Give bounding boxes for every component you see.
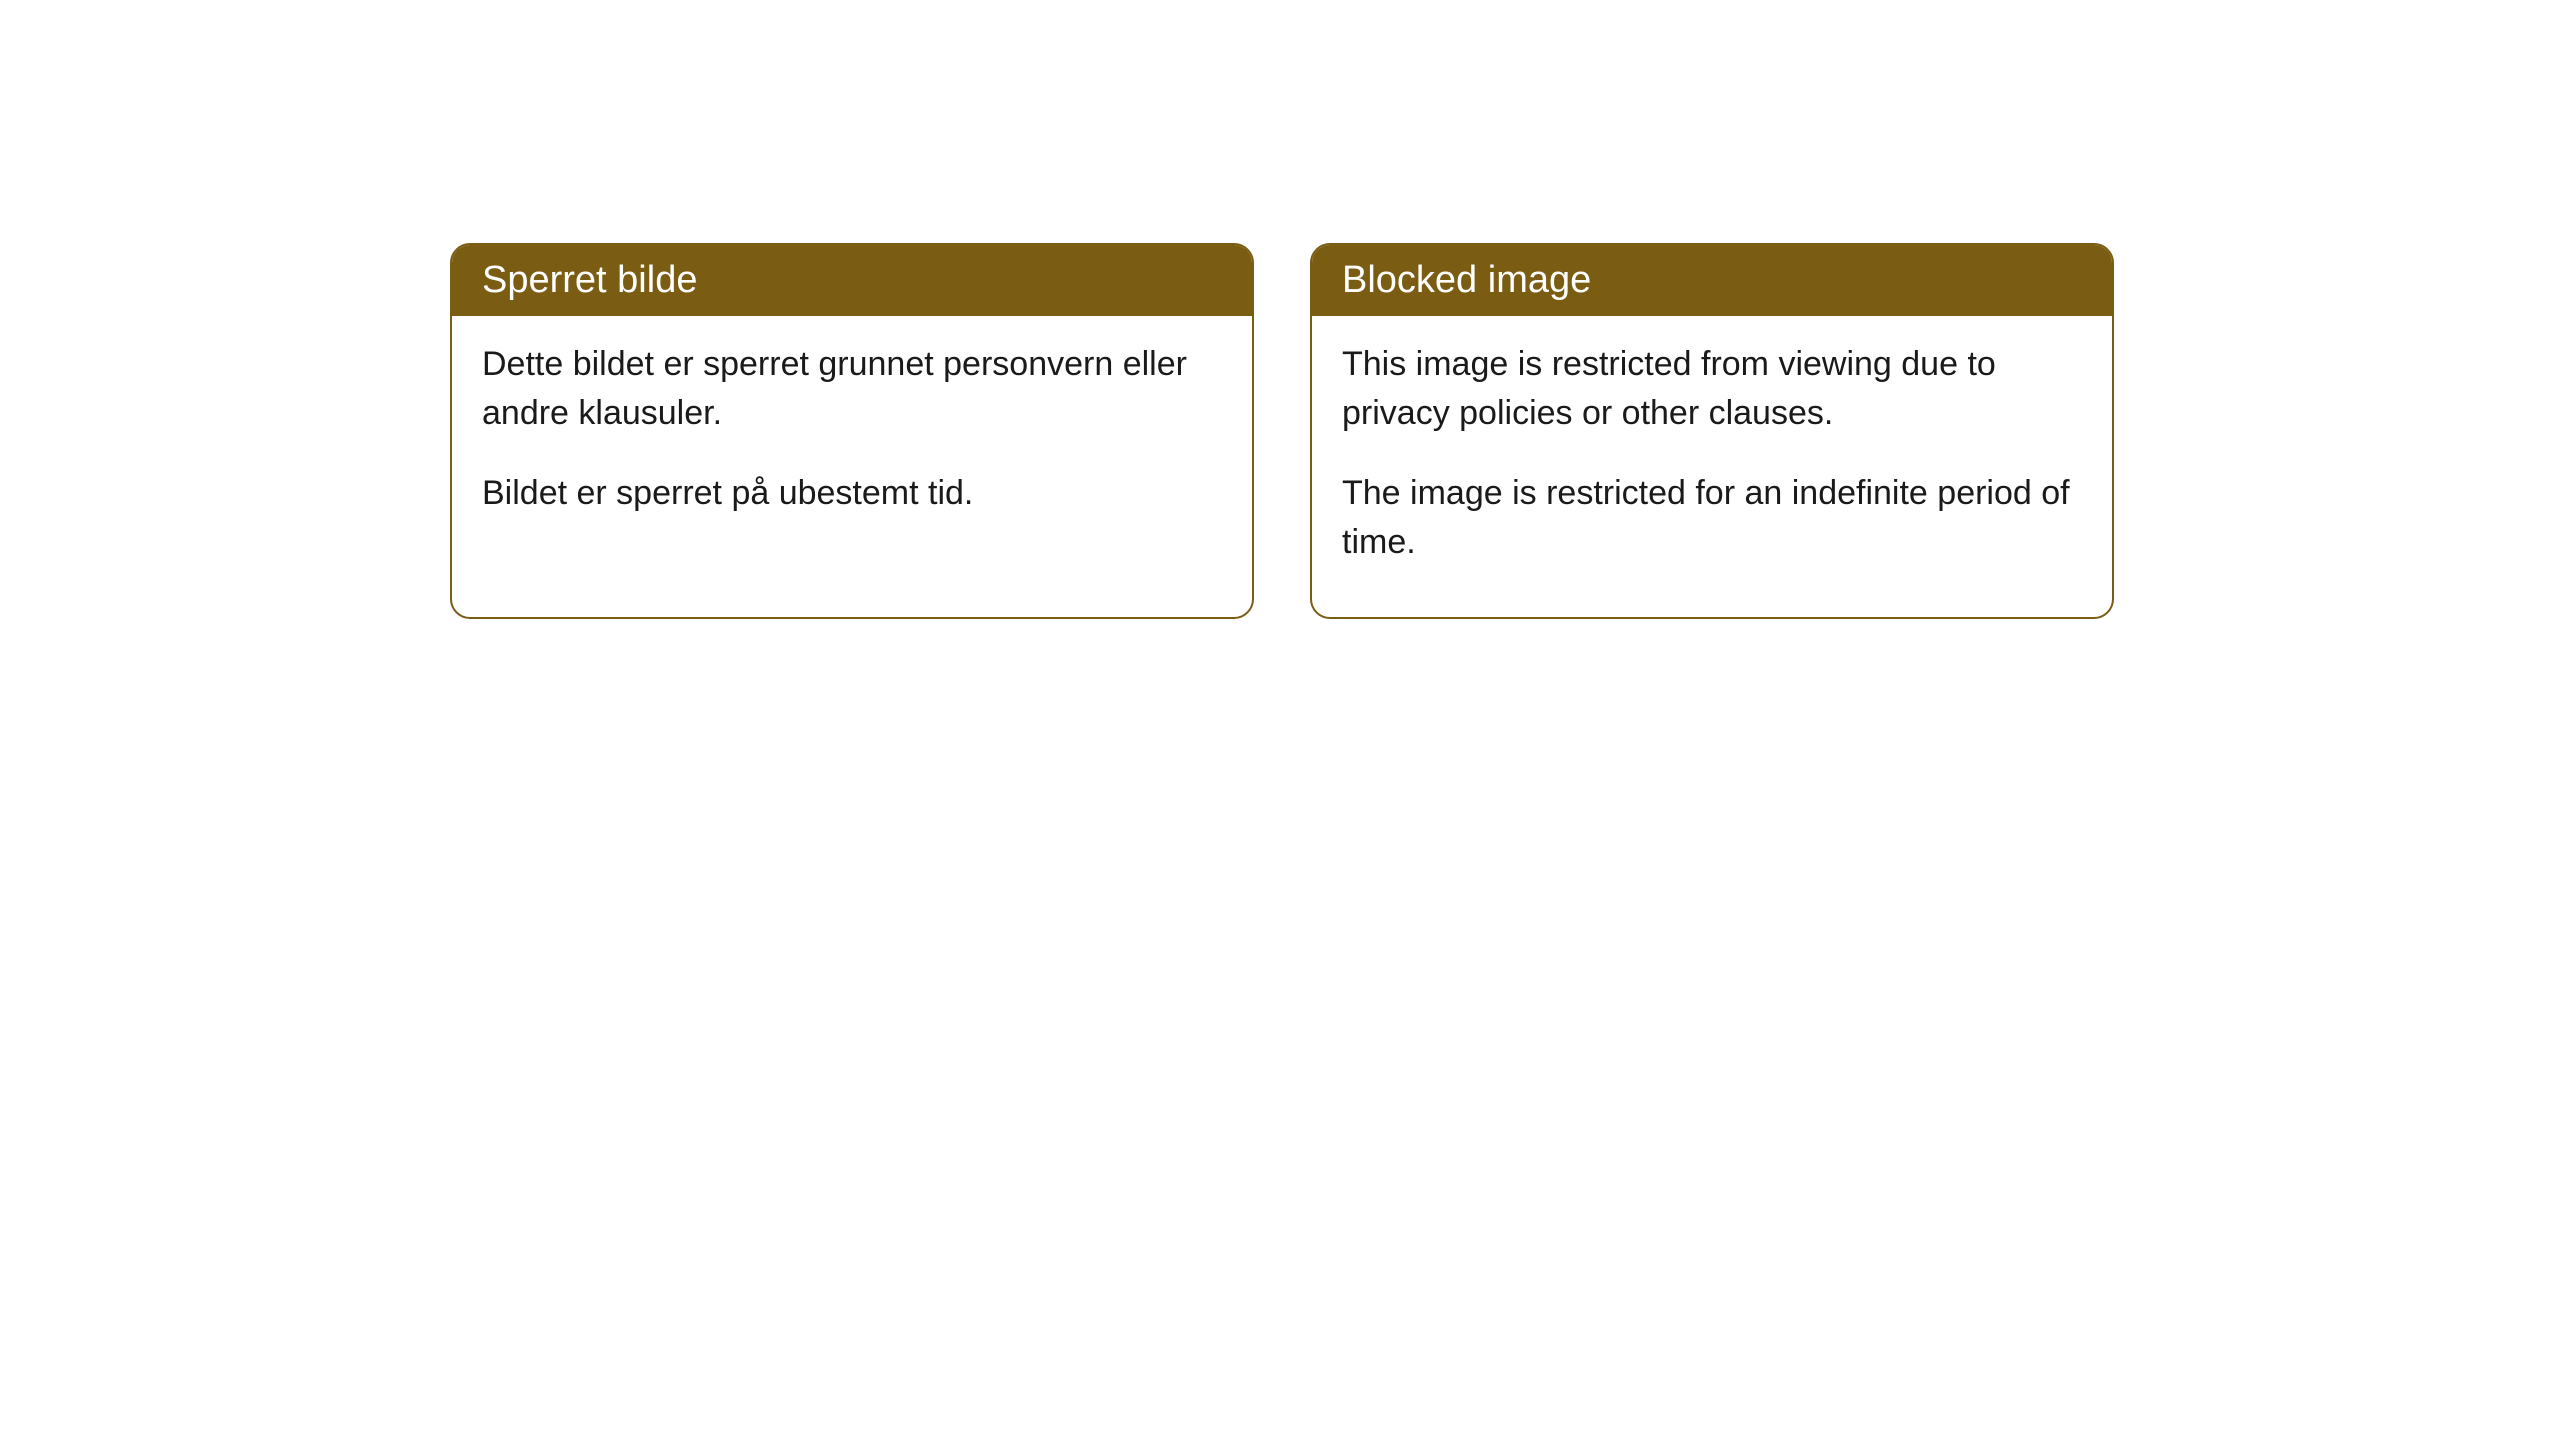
card-body-english: This image is restricted from viewing du…: [1312, 316, 2112, 617]
card-paragraph-1: Dette bildet er sperret grunnet personve…: [482, 340, 1222, 439]
blocked-image-card-english: Blocked image This image is restricted f…: [1310, 243, 2114, 619]
card-header-norwegian: Sperret bilde: [452, 245, 1252, 316]
card-paragraph-2: The image is restricted for an indefinit…: [1342, 469, 2082, 568]
card-paragraph-2: Bildet er sperret på ubestemt tid.: [482, 469, 1222, 518]
card-header-english: Blocked image: [1312, 245, 2112, 316]
card-paragraph-1: This image is restricted from viewing du…: [1342, 340, 2082, 439]
card-body-norwegian: Dette bildet er sperret grunnet personve…: [452, 316, 1252, 568]
notice-container: Sperret bilde Dette bildet er sperret gr…: [450, 243, 2114, 619]
card-title: Blocked image: [1342, 259, 1591, 301]
card-title: Sperret bilde: [482, 259, 697, 301]
blocked-image-card-norwegian: Sperret bilde Dette bildet er sperret gr…: [450, 243, 1254, 619]
